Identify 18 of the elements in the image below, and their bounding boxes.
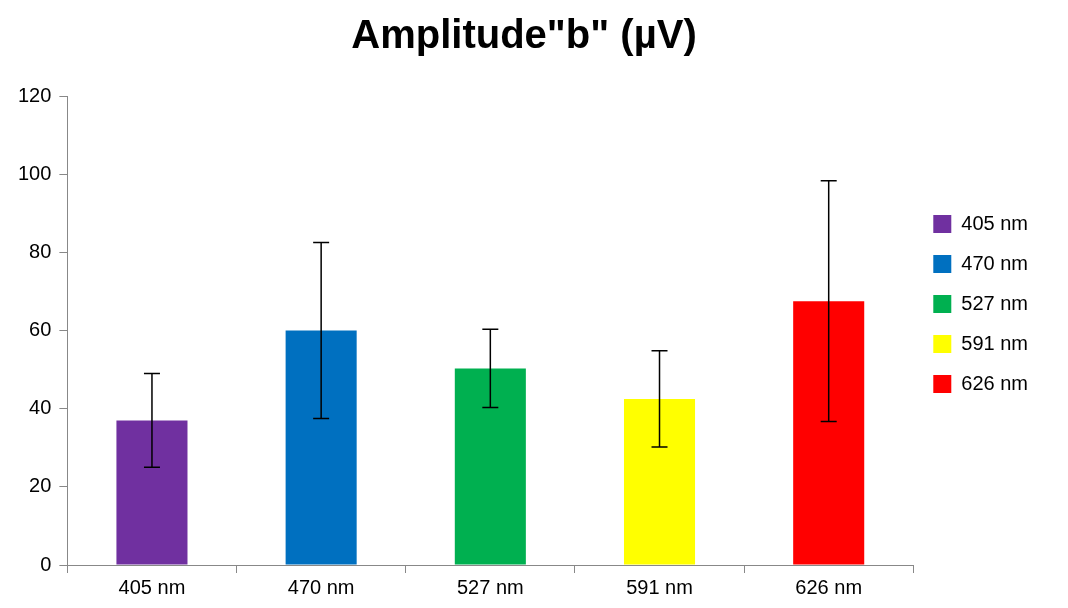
y-tick-label: 100	[17, 161, 52, 184]
y-tick-label: 0	[40, 552, 52, 575]
y-tick-label: 60	[29, 318, 52, 341]
legend-label: 405 nm	[961, 211, 1029, 234]
legend-label: 527 nm	[961, 291, 1029, 314]
y-tick-label: 40	[29, 396, 52, 419]
x-tick-label: 405 nm	[118, 575, 186, 598]
y-tick-label: 120	[17, 83, 52, 106]
chart-title: Amplitude"b" (µV)	[351, 12, 697, 57]
legend-label: 626 nm	[961, 371, 1029, 394]
y-tick-label: 80	[29, 239, 52, 262]
x-tick-label: 470 nm	[287, 575, 355, 598]
x-tick-label: 527 nm	[456, 575, 524, 598]
legend-label: 470 nm	[961, 251, 1029, 274]
x-tick-label: 591 nm	[626, 575, 693, 598]
y-tick-label: 20	[29, 474, 52, 497]
x-tick-label: 626 nm	[795, 575, 863, 598]
legend-label: 591 nm	[961, 331, 1029, 354]
